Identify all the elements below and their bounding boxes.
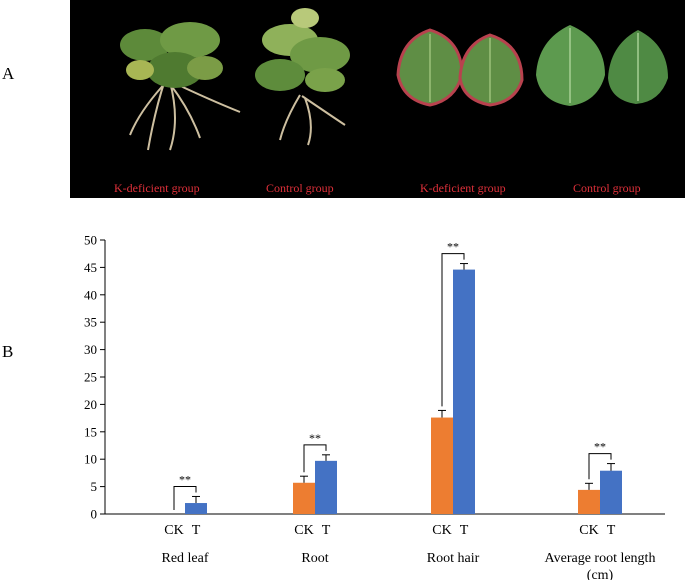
significance-bracket bbox=[588, 453, 612, 480]
y-tick-label: 0 bbox=[91, 507, 98, 522]
k-deficient-leaves-illustration bbox=[396, 28, 524, 107]
control-leaves-illustration bbox=[536, 25, 668, 106]
category-label: Root hair bbox=[427, 551, 480, 566]
bar-ck bbox=[431, 417, 453, 514]
significance-label: ** bbox=[179, 472, 191, 486]
y-tick-label: 10 bbox=[84, 452, 97, 467]
category-label: Root bbox=[301, 551, 328, 566]
panel-label-a: A bbox=[2, 64, 15, 83]
significance-label: ** bbox=[309, 431, 321, 445]
category-label: Red leaf bbox=[161, 551, 208, 566]
y-tick-label: 25 bbox=[84, 370, 97, 385]
photo-caption-k-deficient-plant: K-deficient group bbox=[114, 181, 200, 195]
y-tick-label: 30 bbox=[84, 342, 97, 357]
significance-label: ** bbox=[594, 440, 606, 454]
y-tick-label: 40 bbox=[84, 287, 97, 302]
significance-bracket bbox=[303, 444, 327, 473]
bar-t bbox=[453, 269, 475, 514]
photo-caption-control-plant: Control group bbox=[266, 181, 334, 195]
bar-t bbox=[185, 503, 207, 514]
plant-photo-drawing bbox=[120, 8, 668, 151]
category-label: (cm) bbox=[587, 568, 614, 580]
y-tick-label: 45 bbox=[84, 260, 97, 275]
bar-t bbox=[315, 460, 337, 514]
significance-bracket bbox=[441, 253, 465, 407]
bar-chart: 0 5 10 15 20 25 30 35 40 45 50 CK T ** Red leaf CK T ** Ro… bbox=[84, 233, 665, 580]
bar-label-ck: CK bbox=[579, 523, 598, 538]
control-plant-illustration bbox=[255, 8, 350, 146]
bar-ck bbox=[293, 482, 315, 514]
photo-caption-k-deficient-leaves: K-deficient group bbox=[420, 181, 506, 195]
bar-label-ck: CK bbox=[432, 523, 451, 538]
category-label: Average root length bbox=[545, 551, 656, 566]
bar-t bbox=[600, 470, 622, 514]
bar-label-t: T bbox=[322, 523, 331, 538]
bar-label-t: T bbox=[192, 523, 201, 538]
bar-label-ck: CK bbox=[164, 523, 183, 538]
y-tick-label: 50 bbox=[84, 233, 97, 248]
bar-ck bbox=[578, 489, 600, 514]
photo-caption-control-leaves: Control group bbox=[573, 181, 641, 195]
bar-label-t: T bbox=[460, 523, 469, 538]
y-tick-label: 20 bbox=[84, 397, 97, 412]
significance-label: ** bbox=[447, 240, 459, 254]
y-tick-label: 5 bbox=[91, 479, 98, 494]
y-tick-label: 35 bbox=[84, 315, 97, 330]
bar-label-t: T bbox=[607, 523, 616, 538]
significance-bracket bbox=[173, 485, 197, 510]
y-tick-label: 15 bbox=[84, 424, 97, 439]
plant-photo: K-deficient group Control group K-defici… bbox=[70, 0, 685, 198]
panel-label-b: B bbox=[2, 342, 14, 361]
k-deficient-plant-illustration bbox=[120, 22, 241, 151]
bar-label-ck: CK bbox=[294, 523, 313, 538]
